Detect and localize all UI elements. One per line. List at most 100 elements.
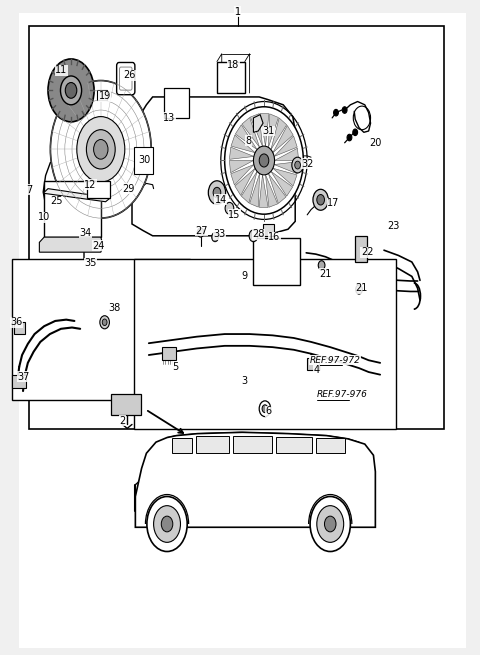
Bar	[12, 259, 190, 400]
Circle shape	[253, 146, 275, 175]
Bar	[172, 438, 192, 453]
Circle shape	[100, 316, 109, 329]
Polygon shape	[271, 118, 287, 149]
Text: 37: 37	[18, 371, 30, 382]
Text: 13: 13	[163, 113, 175, 123]
Circle shape	[65, 83, 77, 98]
Bar	[355, 236, 367, 262]
Bar	[111, 394, 141, 415]
Bar	[217, 62, 245, 93]
Circle shape	[310, 496, 350, 552]
Text: 22: 22	[361, 247, 373, 257]
Bar	[316, 438, 345, 453]
Bar	[276, 437, 312, 453]
Polygon shape	[43, 189, 110, 202]
Text: 6: 6	[266, 406, 272, 417]
Circle shape	[262, 405, 268, 413]
Polygon shape	[274, 162, 299, 174]
Text: 1: 1	[234, 7, 241, 17]
Text: 18: 18	[227, 60, 240, 71]
Bar	[97, 90, 107, 100]
Polygon shape	[235, 124, 257, 149]
Polygon shape	[231, 164, 254, 185]
Circle shape	[347, 134, 352, 141]
Polygon shape	[135, 432, 375, 527]
FancyBboxPatch shape	[117, 62, 135, 95]
Text: 1: 1	[235, 7, 240, 17]
Circle shape	[197, 228, 204, 237]
Text: 5: 5	[172, 362, 179, 372]
Text: 19: 19	[98, 91, 111, 102]
Circle shape	[342, 107, 347, 113]
Text: 3: 3	[242, 376, 248, 386]
Polygon shape	[259, 175, 268, 208]
Polygon shape	[275, 148, 299, 160]
Text: 25: 25	[50, 196, 63, 206]
Text: 12: 12	[84, 179, 96, 190]
Circle shape	[324, 516, 336, 532]
Polygon shape	[265, 175, 277, 207]
Polygon shape	[235, 168, 255, 195]
Circle shape	[102, 319, 107, 326]
Text: 20: 20	[369, 138, 382, 148]
Text: 26: 26	[123, 70, 136, 81]
Polygon shape	[253, 115, 263, 132]
Text: 27: 27	[195, 225, 208, 236]
Circle shape	[292, 157, 303, 173]
Text: 29: 29	[122, 183, 135, 194]
Text: 35: 35	[84, 258, 96, 269]
Bar	[14, 322, 25, 334]
Bar	[29, 26, 444, 429]
Circle shape	[318, 261, 325, 270]
Text: 16: 16	[268, 232, 281, 242]
Text: 4: 4	[314, 365, 320, 375]
Circle shape	[317, 195, 324, 205]
Polygon shape	[273, 168, 297, 186]
Circle shape	[259, 154, 269, 167]
Circle shape	[86, 130, 115, 169]
Text: 24: 24	[92, 240, 105, 251]
Text: 36: 36	[11, 317, 23, 328]
Circle shape	[48, 59, 94, 122]
Bar	[233, 436, 272, 453]
Circle shape	[334, 109, 338, 116]
Text: 32: 32	[301, 159, 313, 169]
Bar	[134, 259, 396, 429]
Polygon shape	[250, 174, 260, 207]
Text: 38: 38	[108, 303, 120, 313]
Polygon shape	[274, 136, 297, 157]
Polygon shape	[132, 97, 295, 236]
Text: 15: 15	[228, 210, 240, 220]
Polygon shape	[231, 135, 255, 153]
Polygon shape	[273, 126, 293, 153]
Bar	[162, 347, 176, 360]
Text: 9: 9	[242, 271, 248, 282]
Circle shape	[225, 202, 234, 214]
Polygon shape	[268, 114, 278, 147]
Text: 33: 33	[214, 229, 226, 240]
Bar	[263, 224, 274, 236]
Text: 28: 28	[252, 229, 264, 240]
Text: 23: 23	[387, 221, 400, 231]
Bar	[12, 375, 26, 388]
Circle shape	[313, 189, 328, 210]
Circle shape	[208, 181, 226, 204]
Circle shape	[161, 516, 173, 532]
Circle shape	[50, 81, 151, 218]
Circle shape	[94, 140, 108, 159]
Polygon shape	[242, 117, 260, 147]
Polygon shape	[241, 172, 257, 203]
Text: 34: 34	[79, 227, 92, 238]
Bar	[253, 238, 300, 285]
Bar	[196, 436, 229, 453]
Polygon shape	[251, 114, 263, 146]
Circle shape	[356, 285, 362, 294]
Polygon shape	[271, 172, 293, 196]
Text: 31: 31	[263, 126, 275, 136]
Text: 2: 2	[119, 415, 126, 426]
Circle shape	[77, 117, 125, 182]
Bar	[87, 181, 110, 198]
Circle shape	[225, 107, 303, 214]
Text: 21: 21	[319, 269, 332, 279]
Circle shape	[213, 187, 221, 198]
